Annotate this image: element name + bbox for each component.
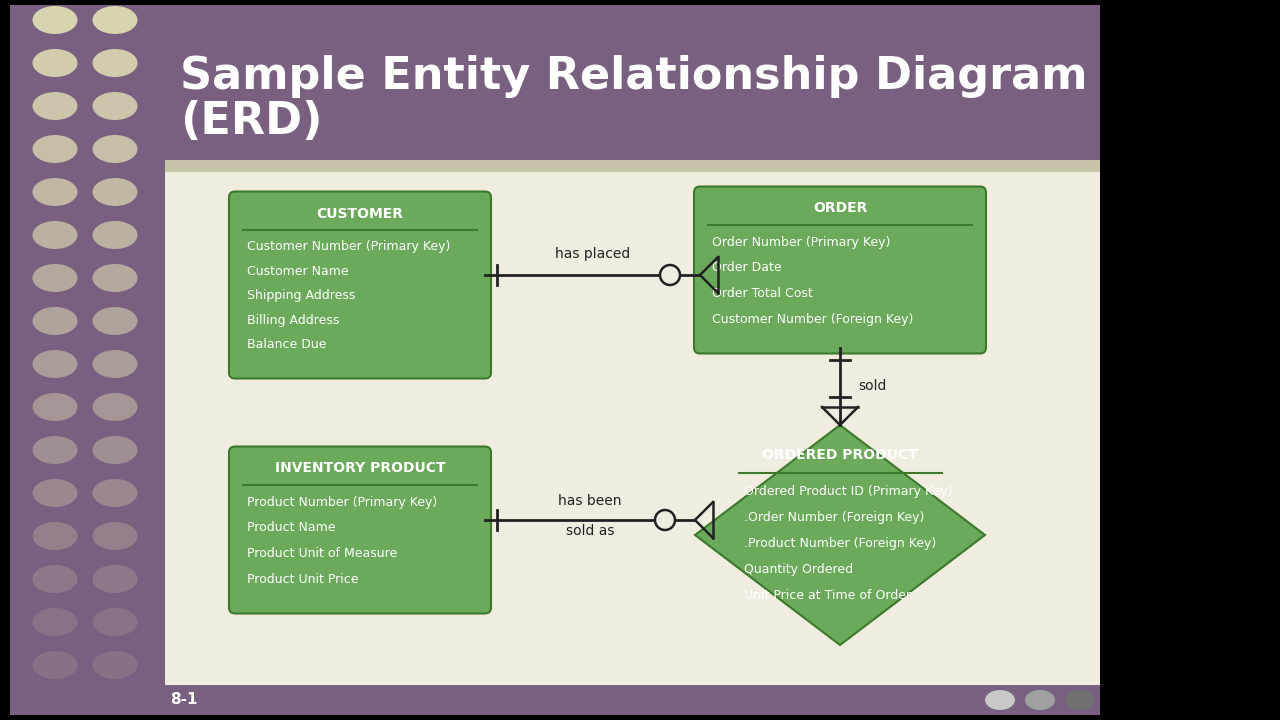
Text: Customer Number (Foreign Key): Customer Number (Foreign Key) (712, 312, 914, 325)
Ellipse shape (92, 135, 137, 163)
Ellipse shape (92, 522, 137, 550)
Ellipse shape (32, 178, 78, 206)
Text: Sample Entity Relationship Diagram: Sample Entity Relationship Diagram (180, 55, 1088, 98)
Ellipse shape (32, 307, 78, 335)
Text: Product Name: Product Name (247, 521, 335, 534)
Ellipse shape (32, 522, 78, 550)
Bar (10, 5, 1100, 160)
Ellipse shape (32, 350, 78, 378)
Ellipse shape (986, 690, 1015, 710)
Ellipse shape (1025, 690, 1055, 710)
Ellipse shape (92, 264, 137, 292)
Text: Product Number (Primary Key): Product Number (Primary Key) (247, 496, 438, 509)
Polygon shape (695, 425, 986, 645)
Ellipse shape (92, 92, 137, 120)
Text: sold as: sold as (566, 524, 614, 538)
Bar (10, 172, 1100, 685)
Text: has been: has been (558, 494, 622, 508)
Text: sold: sold (858, 379, 886, 393)
Text: .Order Number (Foreign Key): .Order Number (Foreign Key) (744, 510, 924, 523)
Text: Ordered Product ID (Primary Key): Ordered Product ID (Primary Key) (744, 485, 952, 498)
Ellipse shape (92, 436, 137, 464)
Text: ORDERED PRODUCT: ORDERED PRODUCT (762, 448, 918, 462)
Text: Product Unit of Measure: Product Unit of Measure (247, 547, 397, 560)
Text: Order Number (Primary Key): Order Number (Primary Key) (712, 236, 891, 249)
Text: Customer Number (Primary Key): Customer Number (Primary Key) (247, 240, 451, 253)
FancyBboxPatch shape (229, 446, 492, 613)
Ellipse shape (32, 264, 78, 292)
Text: INVENTORY PRODUCT: INVENTORY PRODUCT (275, 462, 445, 475)
FancyBboxPatch shape (229, 192, 492, 379)
Ellipse shape (32, 565, 78, 593)
Ellipse shape (92, 608, 137, 636)
Ellipse shape (92, 6, 137, 34)
Ellipse shape (92, 565, 137, 593)
Ellipse shape (32, 92, 78, 120)
Bar (10, 160, 1100, 172)
Ellipse shape (32, 651, 78, 679)
Text: Balance Due: Balance Due (247, 338, 326, 351)
Circle shape (660, 265, 680, 285)
Ellipse shape (32, 393, 78, 421)
Text: Billing Address: Billing Address (247, 314, 339, 327)
Text: Customer Name: Customer Name (247, 265, 348, 278)
Bar (10, 685, 1100, 715)
Text: Shipping Address: Shipping Address (247, 289, 356, 302)
Ellipse shape (92, 479, 137, 507)
Ellipse shape (32, 49, 78, 77)
Ellipse shape (32, 608, 78, 636)
Text: Unit Price at Time of Order: Unit Price at Time of Order (744, 589, 910, 602)
Text: (ERD): (ERD) (180, 100, 323, 143)
Text: .Product Number (Foreign Key): .Product Number (Foreign Key) (744, 536, 936, 549)
FancyBboxPatch shape (694, 186, 986, 354)
Bar (10, 5, 165, 715)
Text: ORDER: ORDER (813, 202, 867, 215)
Ellipse shape (92, 49, 137, 77)
Ellipse shape (92, 651, 137, 679)
Text: Product Unit Price: Product Unit Price (247, 572, 358, 585)
Ellipse shape (32, 479, 78, 507)
Text: Quantity Ordered: Quantity Ordered (744, 563, 852, 576)
Text: 8-1: 8-1 (170, 693, 197, 708)
Ellipse shape (32, 6, 78, 34)
Ellipse shape (92, 221, 137, 249)
Ellipse shape (92, 350, 137, 378)
Circle shape (655, 510, 675, 530)
Text: CUSTOMER: CUSTOMER (316, 207, 403, 220)
Ellipse shape (32, 135, 78, 163)
Text: Order Total Cost: Order Total Cost (712, 287, 813, 300)
Ellipse shape (92, 178, 137, 206)
Text: has placed: has placed (554, 247, 630, 261)
Ellipse shape (32, 221, 78, 249)
Ellipse shape (92, 307, 137, 335)
Text: Order Date: Order Date (712, 261, 782, 274)
Ellipse shape (32, 436, 78, 464)
Ellipse shape (1065, 690, 1094, 710)
Ellipse shape (92, 393, 137, 421)
